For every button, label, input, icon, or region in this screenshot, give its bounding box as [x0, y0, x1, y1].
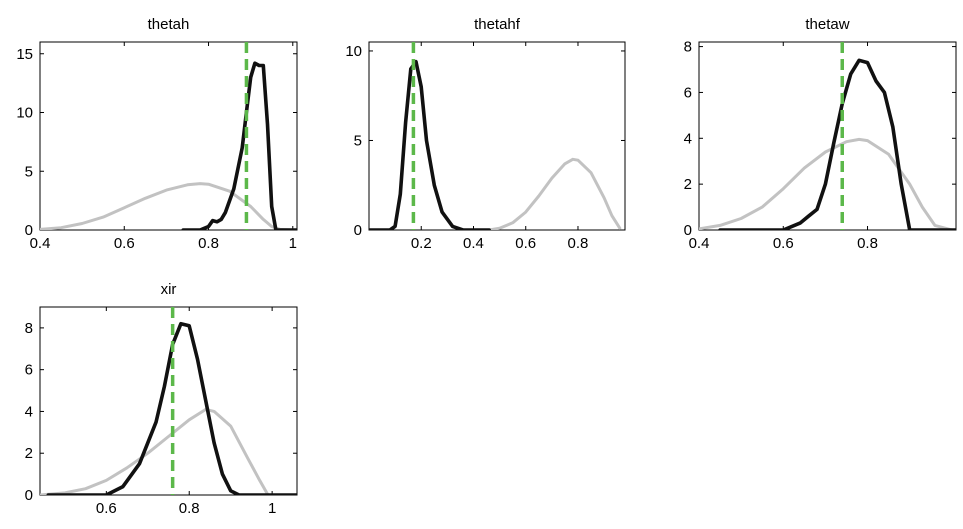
subplot-title: xir — [161, 281, 177, 298]
x-tick-label: 1 — [268, 500, 276, 517]
plot-area — [40, 307, 297, 495]
x-tick-label: 0.8 — [568, 235, 589, 252]
y-tick-label: 6 — [684, 84, 692, 101]
posterior-density-line — [718, 58, 956, 230]
x-tick-label: 0.4 — [30, 235, 51, 252]
y-tick-label: 10 — [345, 43, 362, 60]
subplot-title: thetahf — [474, 16, 521, 33]
y-tick-label: 0 — [684, 222, 692, 239]
prior-density-line — [699, 137, 954, 230]
y-tick-label: 0 — [354, 222, 362, 239]
subplot-thetahf: thetahf 0.2 0.4 0.6 0.8 0 5 10 — [345, 16, 626, 252]
y-tick-label: 10 — [16, 105, 33, 122]
subplot-thetaw: thetaw 0.4 0.6 0.8 0 2 4 6 8 — [684, 16, 957, 252]
x-tick-label: 0.6 — [515, 235, 536, 252]
prior-density-line — [487, 157, 622, 230]
prior-density-line — [40, 182, 295, 230]
plot-area — [40, 42, 297, 230]
y-tick-label: 2 — [684, 176, 692, 193]
x-tick-label: 0.6 — [96, 500, 117, 517]
subplot-title: thetah — [148, 16, 190, 33]
x-tick-label: 0.8 — [198, 235, 219, 252]
posterior-density-line — [369, 59, 492, 230]
y-tick-label: 8 — [684, 39, 692, 56]
axes-box — [698, 41, 957, 231]
axes-box — [39, 306, 298, 496]
subplot-title: thetaw — [805, 16, 849, 33]
x-tick-label: 0.4 — [463, 235, 484, 252]
posterior-density-line — [46, 321, 297, 495]
x-tick-label: 0.6 — [773, 235, 794, 252]
y-tick-label: 2 — [25, 445, 33, 462]
prior-density-line — [40, 407, 270, 495]
axes-box — [39, 41, 298, 231]
x-tick-label: 0.8 — [179, 500, 200, 517]
y-tick-label: 0 — [25, 222, 33, 239]
x-tick-label: 0.8 — [857, 235, 878, 252]
y-tick-label: 5 — [25, 163, 33, 180]
x-tick-label: 0.2 — [411, 235, 432, 252]
axes-box — [368, 41, 626, 231]
x-tick-label: 1 — [289, 235, 297, 252]
y-tick-label: 4 — [684, 130, 692, 147]
subplot-xir: xir 0.6 0.8 1 0 2 4 6 8 — [25, 281, 298, 517]
plot-area — [699, 42, 956, 230]
y-tick-label: 6 — [25, 362, 33, 379]
x-tick-label: 0.4 — [689, 235, 710, 252]
y-tick-label: 5 — [354, 132, 362, 149]
y-tick-label: 0 — [25, 487, 33, 504]
x-tick-label: 0.6 — [114, 235, 135, 252]
posterior-density-line — [181, 61, 297, 230]
y-tick-label: 15 — [16, 46, 33, 63]
y-tick-label: 8 — [25, 320, 33, 337]
y-tick-label: 4 — [25, 403, 33, 420]
plot-area — [369, 42, 622, 230]
